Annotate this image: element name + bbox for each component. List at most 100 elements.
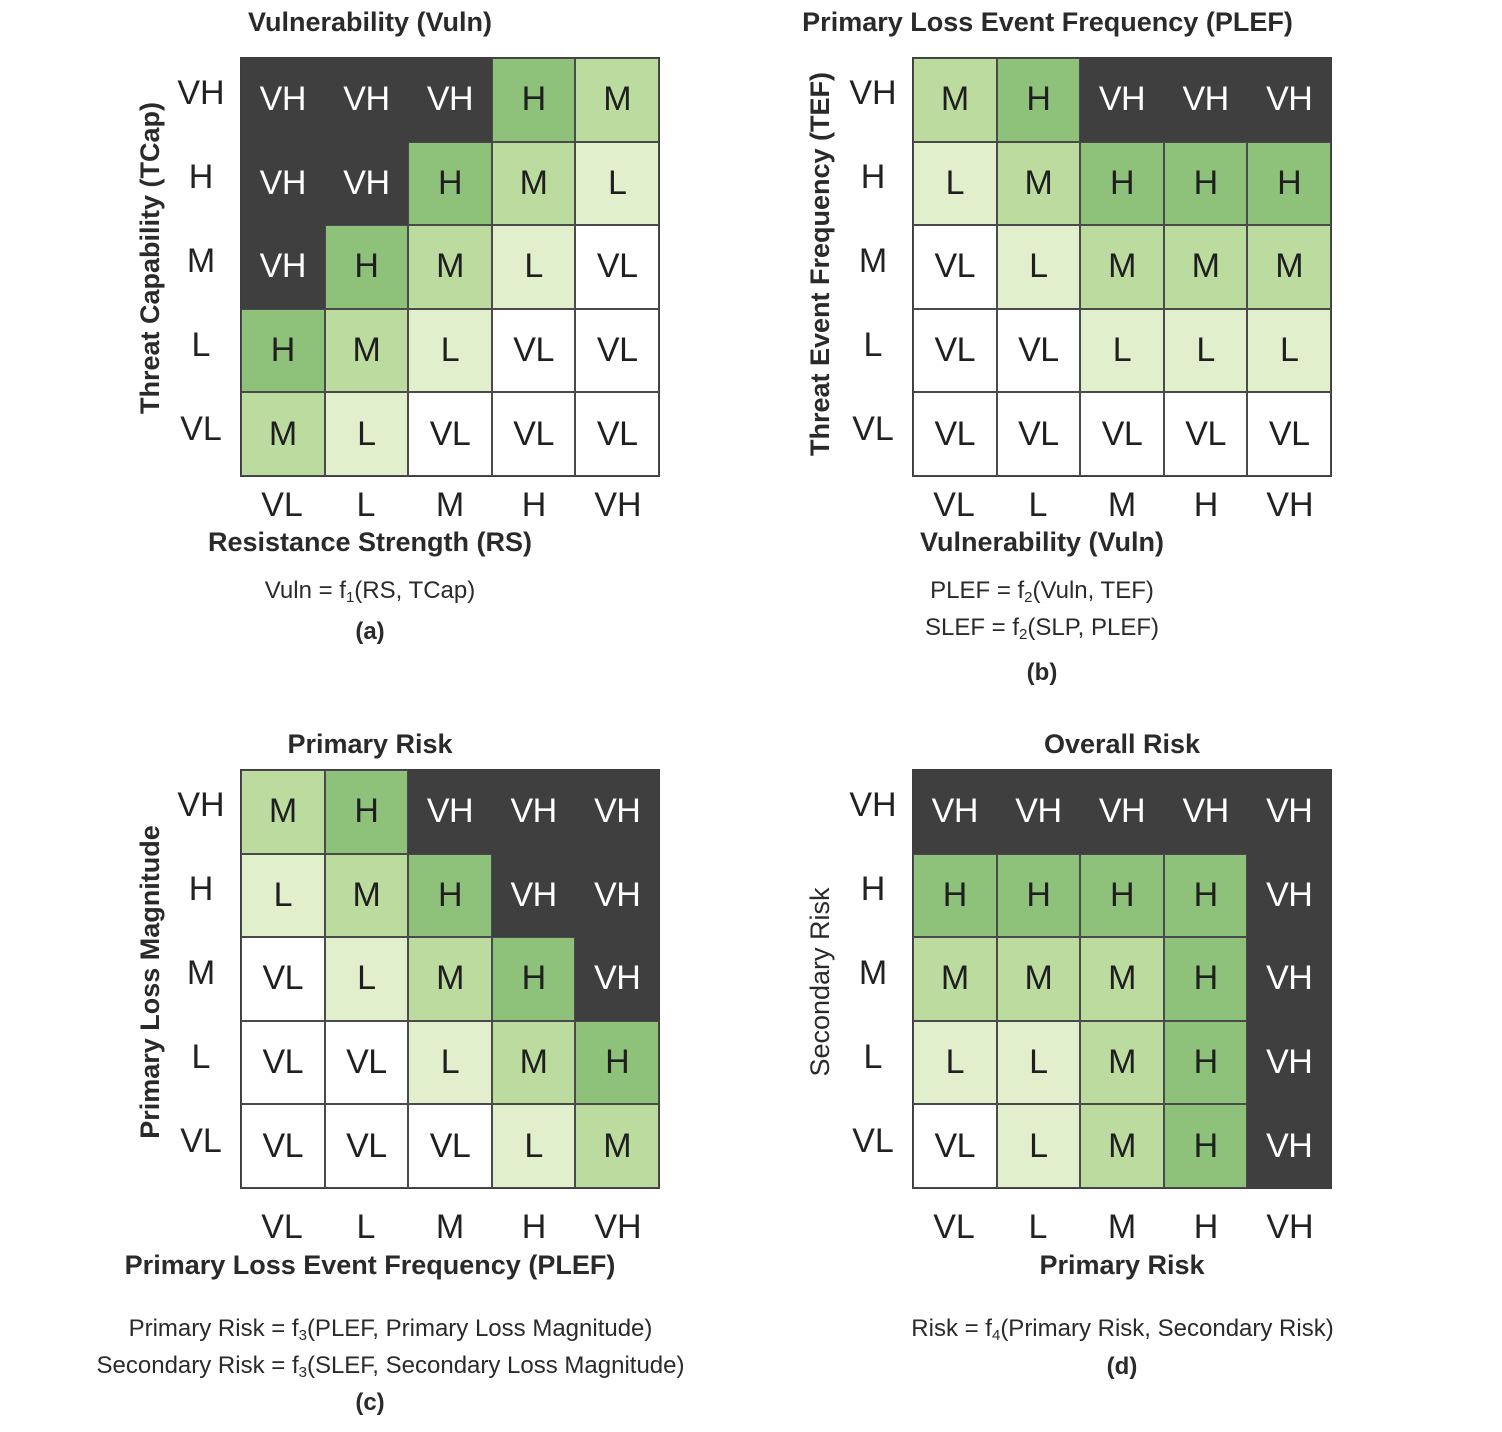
heatmap-cell: VH — [575, 937, 659, 1021]
x-axis-label: Vulnerability (Vuln) — [919, 527, 1164, 557]
formula-text: Primary Risk = f — [128, 1315, 299, 1342]
heatmap-cell: M — [491, 141, 576, 226]
heatmap-cell: L — [913, 141, 997, 226]
x-tick-label: L — [1028, 486, 1048, 524]
heatmap-cell: L — [913, 1020, 997, 1105]
heatmap-cell: M — [996, 141, 1081, 226]
panel-caption: (c) — [355, 1389, 385, 1416]
heatmap-cell: M — [1247, 225, 1331, 309]
x-tick-label: VL — [261, 1208, 303, 1246]
y-axis-label: Threat Capability (TCap) — [135, 101, 165, 415]
formula-line: Primary Risk = f3(PLEF, Primary Loss Mag… — [30, 1314, 751, 1344]
panel-caption: (b) — [1026, 659, 1058, 686]
heatmap-cell: VL — [913, 1104, 997, 1188]
x-tick-label: VH — [1266, 486, 1314, 524]
heatmap-cell: VH — [408, 770, 492, 854]
x-axis-label: Resistance Strength (RS) — [207, 527, 533, 557]
formula-text: Secondary Risk = f — [96, 1352, 299, 1379]
chart-panel-d: Overall Risk Secondary Risk VH H M L VL VH VH… — [672, 712, 1423, 1428]
heatmap-cell: VH — [1163, 58, 1248, 142]
heatmap-cell: VL — [913, 308, 997, 393]
x-tick-label: H — [521, 486, 547, 524]
heatmap-cell: VL — [575, 392, 659, 476]
heatmap-cell: M — [324, 853, 409, 938]
y-tick-label: VL — [180, 410, 222, 448]
y-axis-label: Threat Event Frequency (TEF) — [805, 71, 835, 457]
heatmap-cell: VH — [241, 225, 325, 309]
y-tick-label: VH — [849, 74, 897, 112]
heatmap-cell: M — [408, 225, 492, 309]
heatmap-cell: H — [408, 141, 492, 226]
heatmap-cell: VH — [324, 141, 409, 226]
heatmap-cell: VL — [575, 225, 659, 309]
heatmap-cell: M — [575, 58, 659, 142]
heatmap-cell: L — [324, 392, 409, 476]
chart-title: Primary Loss Event Frequency (PLEF) — [802, 7, 1293, 37]
y-tick-label: H — [860, 158, 886, 196]
x-tick-label: M — [1107, 486, 1137, 524]
formula-line: SLEF = f2(SLP, PLEF) — [744, 613, 1340, 643]
x-tick-label: H — [1193, 486, 1219, 524]
heatmap-cell: L — [408, 308, 492, 393]
heatmap-cell: VL — [241, 1020, 325, 1105]
heatmap-cell: VL — [1080, 392, 1164, 476]
x-tick-label: VL — [261, 486, 303, 524]
heatmap-cell: VH — [241, 141, 325, 226]
y-tick-label: L — [191, 326, 211, 364]
formula-text: (Vuln, TEF) — [1032, 577, 1154, 604]
formula-subscript: 4 — [991, 1327, 1001, 1344]
x-tick-label: L — [356, 1208, 376, 1246]
heatmap-cell: H — [1163, 1104, 1248, 1188]
y-tick-label: H — [188, 158, 214, 196]
heatmap-cell: L — [408, 1020, 492, 1105]
heatmap-cell: L — [491, 225, 576, 309]
y-tick-label: L — [863, 326, 883, 364]
heatmap-cell: VH — [324, 58, 409, 142]
heatmap-cell: VL — [491, 308, 576, 393]
heatmap-cell: H — [575, 1020, 659, 1105]
heatmap-cell: M — [1163, 225, 1248, 309]
heatmap-cell: VH — [996, 770, 1081, 854]
heatmap-cell: H — [1163, 937, 1248, 1021]
y-tick-label: VH — [177, 786, 225, 824]
heatmap-cell: VH — [1247, 770, 1331, 854]
heatmap-cell: VL — [408, 1104, 492, 1188]
x-axis-label: Primary Loss Event Frequency (PLEF) — [124, 1250, 616, 1280]
heatmap-cell: M — [324, 308, 409, 393]
formula-text: SLEF = f — [924, 614, 1020, 641]
heatmap-cell: VL — [241, 1104, 325, 1188]
formula-line: Vuln = f1(RS, TCap) — [72, 576, 668, 606]
heatmap-cell: VL — [913, 392, 997, 476]
heatmap-cell: VL — [575, 308, 659, 393]
heatmap-cell: L — [324, 937, 409, 1021]
heatmap-cell: VH — [491, 770, 576, 854]
y-tick-label: M — [186, 242, 216, 280]
heatmap-cell: VH — [1247, 937, 1331, 1021]
heatmap-cell: L — [1080, 308, 1164, 393]
formula-text: (SLEF, Secondary Loss Magnitude) — [306, 1352, 685, 1379]
heatmap-grid: M H VH VH VH L M H H H VL L M M M VL VL L L L VL VL VL VL VL — [912, 57, 1332, 477]
heatmap-cell: H — [1080, 853, 1164, 938]
chart-title: Overall Risk — [1043, 729, 1201, 759]
x-tick-label: M — [1107, 1208, 1137, 1246]
heatmap-grid: VH VH VH H M VH VH H M L VH H M L VL H M L VL VL M L VL VL VL — [240, 57, 660, 477]
panel-caption: (d) — [1106, 1353, 1138, 1380]
x-tick-label: VH — [594, 486, 642, 524]
heatmap-cell: H — [241, 308, 325, 393]
chart-panel-a: Vulnerability (Vuln) Threat Capability (… — [0, 0, 751, 716]
heatmap-cell: VH — [1080, 770, 1164, 854]
y-tick-label: H — [860, 870, 886, 908]
heatmap-cell: VH — [408, 58, 492, 142]
heatmap-cell: VH — [1247, 1104, 1331, 1188]
heatmap-cell: M — [1080, 1104, 1164, 1188]
y-tick-label: L — [191, 1038, 211, 1076]
heatmap-cell: M — [491, 1020, 576, 1105]
heatmap-cell: M — [1080, 1020, 1164, 1105]
heatmap-cell: H — [491, 937, 576, 1021]
heatmap-cell: VL — [408, 392, 492, 476]
panel-caption: (a) — [355, 618, 385, 645]
heatmap-cell: H — [1163, 1020, 1248, 1105]
heatmap-cell: VH — [913, 770, 997, 854]
heatmap-cell: L — [241, 853, 325, 938]
x-tick-label: H — [1193, 1208, 1219, 1246]
